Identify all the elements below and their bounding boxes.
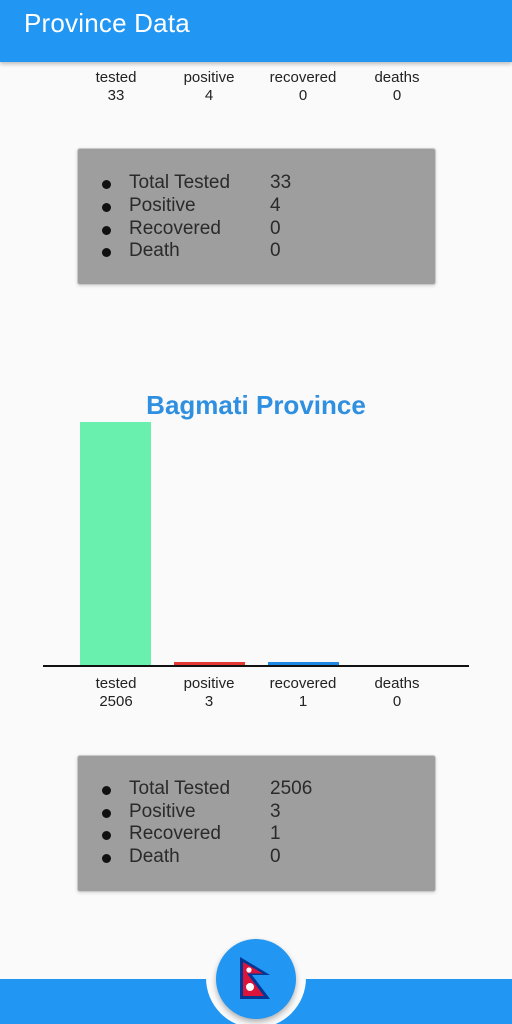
bar-positive [174, 662, 245, 665]
summary-value: 0 [270, 240, 281, 261]
tick-deaths: deaths 0 [347, 675, 447, 711]
bullet-icon [102, 809, 111, 818]
bullet-icon [102, 854, 111, 863]
chart-title: Bagmati Province [146, 390, 366, 420]
stat-value: 0 [298, 87, 308, 104]
top-stat-recovered: recovered 0 [253, 69, 353, 105]
tick-tested: tested 2506 [66, 675, 166, 711]
summary-item-death: Death 0 [78, 846, 437, 869]
stat-label: tested [95, 69, 137, 86]
tick-positive: positive 3 [159, 675, 259, 711]
stat-value: 4 [204, 87, 214, 104]
summary-key: Total Tested [129, 778, 231, 799]
tick-value: 2506 [99, 693, 133, 710]
summary-key: Recovered [129, 218, 221, 239]
bullet-icon [102, 203, 111, 212]
summary-key: Death [129, 846, 180, 867]
top-stats-row: tested 33 positive 4 recovered 0 deaths … [0, 69, 512, 109]
tick-value: 0 [392, 693, 402, 710]
bar-tested [80, 422, 151, 665]
tick-label: recovered [269, 675, 337, 692]
summary-value: 33 [270, 172, 292, 193]
summary-item-positive: Positive 4 [78, 195, 437, 218]
flag-fab-button[interactable] [216, 939, 296, 1019]
page-title: Province Data [24, 8, 190, 38]
summary-item-total-tested: Total Tested 33 [78, 172, 437, 195]
summary-value: 2506 [270, 778, 313, 799]
summary-value: 3 [270, 801, 281, 822]
stat-value: 33 [107, 87, 125, 104]
summary-key: Positive [129, 801, 196, 822]
tick-label: positive [183, 675, 235, 692]
summary-key: Total Tested [129, 172, 231, 193]
bullet-icon [102, 248, 111, 257]
bullet-icon [102, 831, 111, 840]
summary-value: 4 [270, 195, 281, 216]
summary-item-recovered: Recovered 1 [78, 823, 437, 846]
summary-item-positive: Positive 3 [78, 801, 437, 824]
stat-label: positive [183, 69, 235, 86]
tick-label: tested [95, 675, 137, 692]
top-stat-deaths: deaths 0 [347, 69, 447, 105]
summary-item-death: Death 0 [78, 240, 437, 263]
summary-card-2: Total Tested 2506 Positive 3 Recovered 1… [77, 755, 436, 892]
summary-card-1: Total Tested 33 Positive 4 Recovered 0 D… [77, 148, 436, 285]
summary-value: 1 [270, 823, 281, 844]
tick-label: deaths [374, 675, 420, 692]
chart-tick-labels: tested 2506 positive 3 recovered 1 death… [0, 675, 512, 715]
chart-x-axis [43, 665, 469, 667]
summary-item-total-tested: Total Tested 2506 [78, 778, 437, 801]
bullet-icon [102, 226, 111, 235]
top-stat-tested: tested 33 [66, 69, 166, 105]
stat-label: deaths [374, 69, 420, 86]
summary-value: 0 [270, 846, 281, 867]
summary-value: 0 [270, 218, 281, 239]
bullet-icon [102, 786, 111, 795]
summary-key: Positive [129, 195, 196, 216]
stat-value: 0 [392, 87, 402, 104]
nepal-flag-icon [240, 957, 270, 999]
tick-value: 1 [298, 693, 308, 710]
top-stat-positive: positive 4 [159, 69, 259, 105]
bullet-icon [102, 180, 111, 189]
summary-item-recovered: Recovered 0 [78, 218, 437, 241]
tick-value: 3 [204, 693, 214, 710]
app-bar: Province Data [0, 0, 512, 62]
summary-key: Death [129, 240, 180, 261]
bar-recovered [268, 662, 339, 665]
summary-key: Recovered [129, 823, 221, 844]
stat-label: recovered [269, 69, 337, 86]
tick-recovered: recovered 1 [253, 675, 353, 711]
